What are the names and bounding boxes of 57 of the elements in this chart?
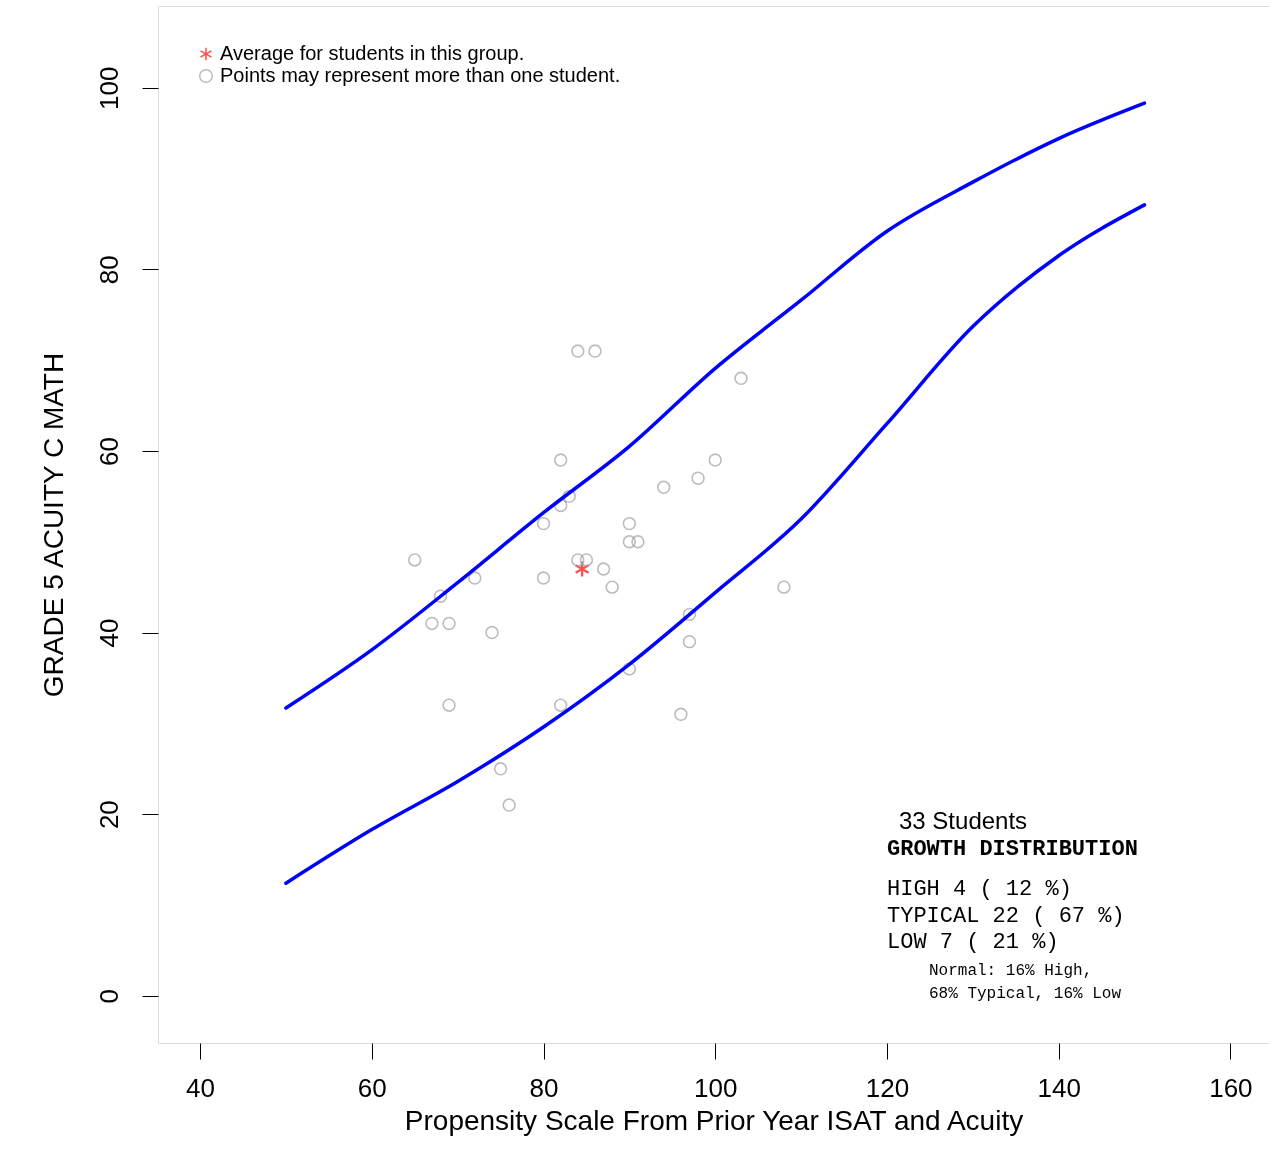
- annotation: 33 Students: [899, 807, 1028, 834]
- annotation: HIGH 4 ( 12 %): [887, 877, 1072, 902]
- point: [536, 571, 551, 585]
- x-tick-label: 160: [1209, 1072, 1253, 1103]
- annotation: GROWTH DISTRIBUTION: [887, 837, 1138, 862]
- legend-label: Points may represent more than one student.: [220, 64, 621, 86]
- point: [708, 453, 722, 467]
- point: [682, 607, 697, 622]
- point: [588, 344, 602, 358]
- x-tick-label: 100: [694, 1072, 738, 1103]
- y-tick-label: 20: [93, 800, 124, 830]
- point: [631, 535, 645, 549]
- x-tick-label: 80: [529, 1072, 559, 1103]
- annotation: 68% Typical, 16% Low: [929, 985, 1122, 1003]
- y-tick-label: 80: [93, 255, 124, 285]
- point: [425, 616, 439, 631]
- point: [691, 471, 705, 485]
- x-tick-label: 140: [1037, 1072, 1081, 1103]
- point: [485, 625, 499, 640]
- point: [622, 662, 637, 676]
- point: [562, 489, 576, 504]
- legend-label: Average for students in this group.: [220, 42, 525, 64]
- point: [777, 580, 791, 594]
- point: [553, 698, 568, 712]
- point: [571, 344, 585, 358]
- point: [468, 571, 482, 585]
- annotation: Normal: 16% High,: [929, 962, 1093, 980]
- point: [622, 516, 637, 531]
- x-tick-label: 40: [186, 1072, 216, 1103]
- point: [674, 707, 688, 721]
- point: [596, 562, 611, 576]
- point: [433, 589, 448, 603]
- point: [622, 535, 637, 549]
- point: [553, 453, 568, 467]
- y-axis-title: GRADE 5 ACUITY C MATH: [37, 352, 69, 698]
- y-tick-label: 40: [93, 618, 124, 648]
- point: [493, 762, 508, 776]
- x-tick-label: 120: [865, 1072, 910, 1103]
- point: [442, 616, 456, 631]
- y-tick-label: 60: [93, 436, 124, 466]
- point: [502, 798, 516, 812]
- x-axis-title: Propensity Scale From Prior Year ISAT and Acuity: [404, 1104, 1024, 1136]
- point: [656, 480, 671, 494]
- y-tick-label: 0: [93, 989, 124, 1004]
- annotation: TYPICAL 22 ( 67 %): [887, 904, 1125, 929]
- line-series: [284, 101, 1147, 710]
- x-tick-label: 60: [357, 1072, 387, 1103]
- point: [734, 371, 748, 386]
- point: [536, 516, 551, 531]
- y-tick-label: 100: [93, 66, 124, 110]
- point: [605, 580, 619, 594]
- point: [442, 698, 456, 712]
- point: [408, 553, 422, 567]
- annotation: LOW 7 ( 21 %): [887, 930, 1059, 955]
- point: [579, 553, 594, 567]
- point: [571, 553, 585, 567]
- point: [682, 634, 697, 649]
